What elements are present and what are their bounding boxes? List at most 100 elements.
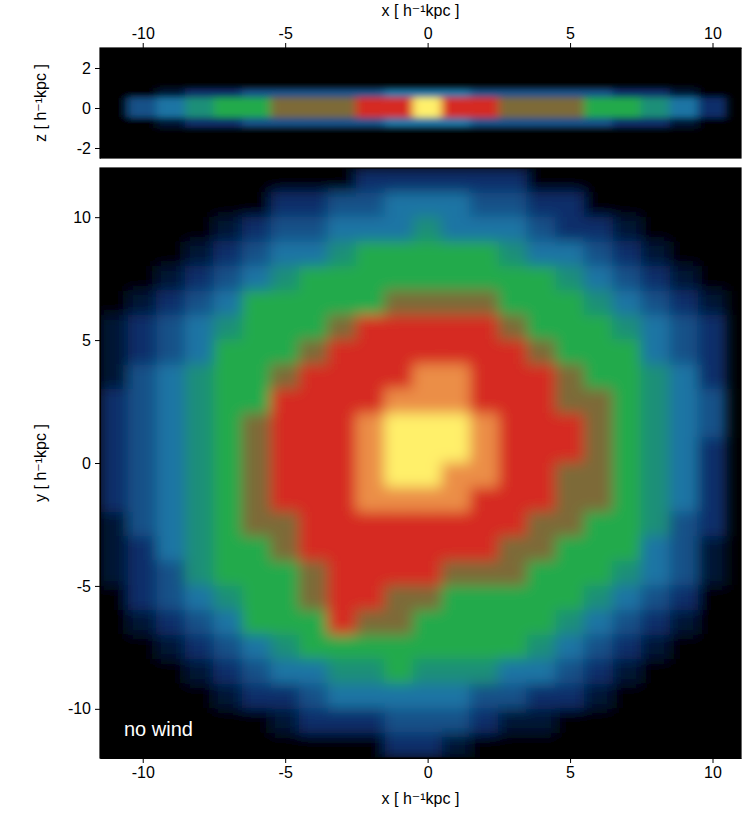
- cell: [527, 168, 556, 193]
- cell: [384, 708, 413, 734]
- cell: [156, 315, 185, 341]
- cell: [441, 315, 470, 341]
- tick-mark: [143, 43, 144, 48]
- cell: [441, 708, 470, 734]
- y-axis: -202: [77, 49, 101, 159]
- cell: [185, 290, 214, 316]
- plot-background: [100, 168, 741, 758]
- cell: [299, 192, 328, 218]
- cell: [441, 98, 470, 109]
- cell: [128, 192, 157, 218]
- cell: [527, 536, 556, 562]
- cell: [669, 684, 698, 710]
- cell: [612, 536, 641, 562]
- cell: [441, 413, 470, 439]
- cell: [270, 487, 299, 513]
- cell: [669, 610, 698, 636]
- cell: [641, 733, 670, 758]
- cell: [641, 438, 670, 464]
- cell: [384, 536, 413, 562]
- cell: [441, 118, 470, 129]
- cell: [555, 487, 584, 513]
- cell: [498, 389, 527, 415]
- cell: [584, 463, 613, 489]
- cell: [299, 659, 328, 685]
- cell: [584, 413, 613, 439]
- cell: [384, 487, 413, 513]
- cell: [242, 108, 271, 119]
- figure: -10-50510-202x [ h⁻¹kpc ]z [ h⁻¹kpc ]-10…: [0, 0, 749, 829]
- cell: [270, 217, 299, 243]
- cell: [641, 585, 670, 611]
- cell: [584, 217, 613, 243]
- cell: [356, 512, 385, 538]
- cell: [527, 192, 556, 218]
- cell: [299, 241, 328, 267]
- plot-area: [100, 168, 727, 758]
- cell: [384, 118, 413, 129]
- cell: [698, 733, 727, 758]
- cell: [270, 168, 299, 193]
- cell: [498, 635, 527, 661]
- cell: [612, 118, 641, 129]
- cell: [128, 364, 157, 390]
- cell: [612, 512, 641, 538]
- cell: [413, 512, 442, 538]
- cell: [128, 217, 157, 243]
- cell: [555, 168, 584, 193]
- tick: -5: [77, 578, 100, 595]
- cell: [527, 610, 556, 636]
- cell: [641, 389, 670, 415]
- cell: [413, 98, 442, 109]
- cell: [698, 585, 727, 611]
- cell: [100, 364, 129, 390]
- cell: [299, 635, 328, 661]
- cell: [213, 610, 242, 636]
- cell: [612, 463, 641, 489]
- cell: [100, 585, 129, 611]
- cell: [555, 512, 584, 538]
- cell: [669, 315, 698, 341]
- cell: [555, 266, 584, 292]
- cell: [384, 561, 413, 587]
- cell: [498, 585, 527, 611]
- plot-frame: [100, 48, 741, 158]
- cell: [441, 536, 470, 562]
- cell: [441, 659, 470, 685]
- cell: [384, 266, 413, 292]
- cell: [213, 708, 242, 734]
- cell: [413, 88, 442, 99]
- cell: [584, 108, 613, 119]
- cell: [185, 585, 214, 611]
- cell: [270, 88, 299, 99]
- cell: [356, 684, 385, 710]
- cell: [356, 733, 385, 758]
- tick-label: -10: [132, 764, 155, 781]
- cell: [156, 118, 185, 129]
- cell: [698, 168, 727, 193]
- cell: [270, 108, 299, 119]
- cell: [156, 389, 185, 415]
- cell: [698, 340, 727, 366]
- tick-mark: [713, 758, 714, 763]
- cell: [441, 487, 470, 513]
- cell: [641, 241, 670, 267]
- cell: [327, 708, 356, 734]
- cell: [413, 241, 442, 267]
- cell: [384, 610, 413, 636]
- tick: 5: [566, 758, 575, 781]
- cell: [384, 659, 413, 685]
- tick-label: 5: [82, 332, 91, 349]
- cell: [242, 561, 271, 587]
- cell: [413, 217, 442, 243]
- cell: [413, 118, 442, 129]
- cell: [384, 585, 413, 611]
- cell: [527, 290, 556, 316]
- cell: [185, 315, 214, 341]
- tick-mark: [428, 43, 429, 48]
- cell: [555, 315, 584, 341]
- cell: [441, 290, 470, 316]
- cell: [242, 438, 271, 464]
- cell: [584, 192, 613, 218]
- cell: [270, 561, 299, 587]
